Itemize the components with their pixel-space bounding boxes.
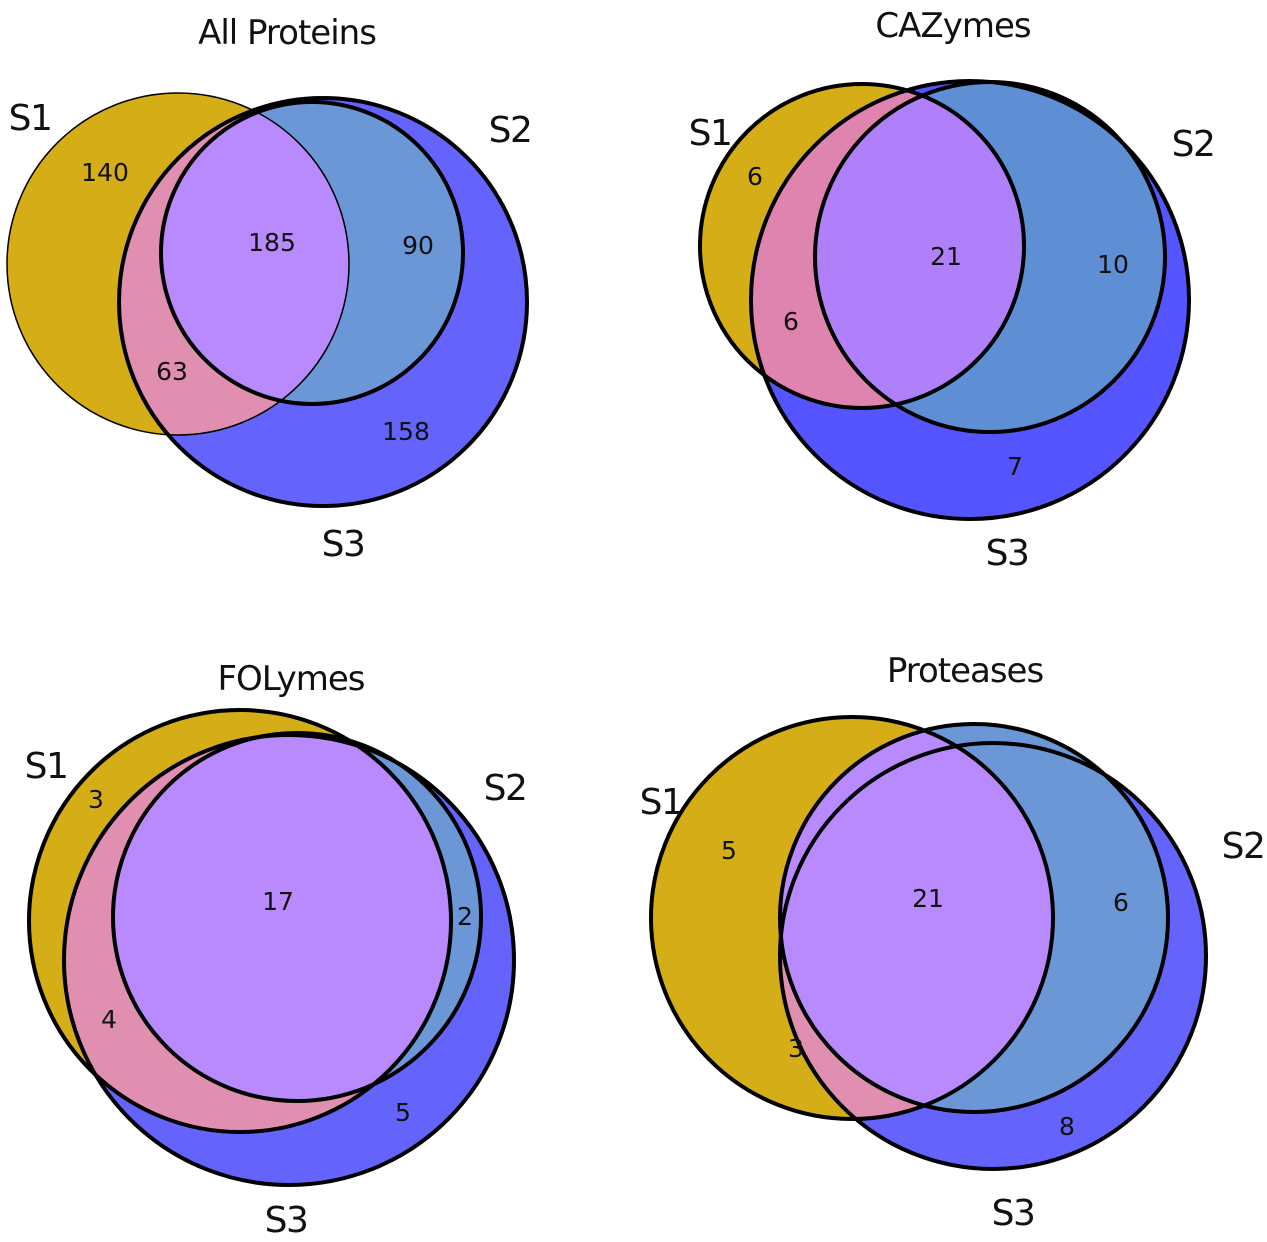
count-s2-s3: 6 (1113, 888, 1129, 917)
count-s1-s2-s3: 17 (262, 887, 294, 916)
set-s1-outline (698, 82, 1026, 410)
set-label-s1: S1 (25, 746, 68, 787)
set-label-s2: S2 (1222, 826, 1265, 867)
set-label-s2: S2 (484, 768, 527, 809)
set-s3-outline (749, 79, 1191, 521)
count-s3-only: 8 (1059, 1112, 1075, 1141)
set-s3-outline (62, 733, 516, 1187)
venn-panel-all-proteins: All Proteins S1 S2 S3 140 185 90 63 158 (6, 13, 533, 565)
count-s1-s2-s3: 185 (248, 228, 296, 257)
set-label-s1: S1 (640, 782, 683, 823)
set-s2-outline (159, 100, 465, 406)
count-s2-s3: 90 (402, 231, 434, 260)
panel-title: Proteases (887, 651, 1044, 691)
count-s1-s3: 63 (156, 357, 188, 386)
panel-title: FOLymes (217, 659, 364, 699)
count-s3-only: 158 (382, 417, 430, 446)
count-s3-only: 5 (395, 1098, 411, 1127)
venn-panel-folymes: FOLymes S1 S2 S3 3 17 2 4 5 (25, 659, 528, 1241)
count-s3-only: 7 (1007, 452, 1023, 481)
count-s1-only: 5 (721, 836, 737, 865)
count-s1-only: 3 (88, 785, 104, 814)
set-label-s3: S3 (992, 1193, 1035, 1234)
count-s1-only: 6 (747, 162, 763, 191)
set-s3-outline (778, 741, 1208, 1171)
set-s1-s2-s3-region (113, 733, 451, 1101)
count-s1-s3: 4 (101, 1005, 117, 1034)
panel-title: All Proteins (198, 13, 376, 53)
set-label-s3: S3 (265, 1200, 308, 1237)
set-label-s3: S3 (986, 533, 1029, 574)
set-label-s1: S1 (689, 113, 732, 154)
count-s1-s3: 3 (788, 1034, 804, 1063)
set-s2-outline (778, 722, 1170, 1114)
set-s1-s2-s3-region (815, 84, 1024, 408)
venn-panel-cazymes: CAZymes S1 S2 S3 6 21 10 6 7 (689, 6, 1216, 574)
set-s1-outline (27, 708, 453, 1134)
set-label-s3: S3 (322, 524, 365, 565)
set-s2-outline (111, 731, 483, 1103)
count-s1-only: 140 (81, 158, 129, 187)
set-s1-s2-s3-region (780, 724, 1053, 1112)
set-label-s2: S2 (1172, 124, 1215, 165)
panel-title: CAZymes (875, 6, 1030, 46)
count-s1-s2-s3: 21 (912, 884, 944, 913)
set-label-s2: S2 (489, 110, 532, 151)
set-s1-outline (649, 715, 1055, 1121)
set-label-s1: S1 (9, 98, 52, 139)
set-s3-outline (117, 96, 529, 508)
venn-panel-proteases: Proteases S1 S2 S3 5 21 6 3 8 (640, 651, 1266, 1234)
count-s2-s3: 10 (1097, 250, 1129, 279)
count-s1-s2-s3: 21 (930, 242, 962, 271)
set-s1-s2-s3-region (161, 102, 349, 404)
set-s1-outline (6, 92, 350, 436)
count-s1-s3: 6 (783, 307, 799, 336)
count-s2-s3: 2 (457, 902, 473, 931)
